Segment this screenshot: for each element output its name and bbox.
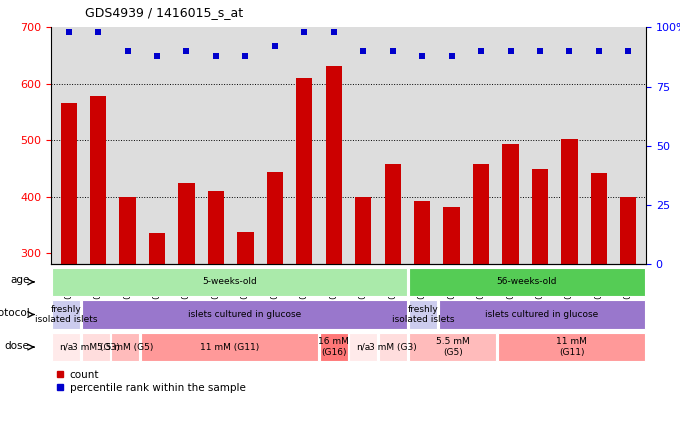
Bar [385, 164, 401, 264]
Bar [498, 333, 645, 361]
Bar [414, 201, 430, 264]
Bar [267, 173, 283, 264]
Text: 11 mM (G11): 11 mM (G11) [200, 343, 259, 352]
Text: freshly
isolated islets: freshly isolated islets [35, 305, 97, 324]
Point [475, 48, 486, 55]
Bar [149, 233, 165, 264]
Bar [52, 300, 80, 329]
Bar [409, 333, 496, 361]
Text: 5.5 mM (G5): 5.5 mM (G5) [97, 343, 154, 352]
Bar [52, 333, 80, 361]
Point [358, 48, 369, 55]
Text: n/a: n/a [356, 343, 371, 352]
Point [122, 48, 133, 55]
Bar [237, 232, 254, 264]
Bar [61, 102, 77, 264]
Bar [90, 96, 106, 264]
Bar [82, 333, 109, 361]
Legend: count, percentile rank within the sample: count, percentile rank within the sample [56, 370, 245, 393]
Bar [82, 300, 407, 329]
Point [211, 52, 222, 59]
Text: 5.5 mM
(G5): 5.5 mM (G5) [436, 338, 469, 357]
Point [299, 29, 310, 36]
Text: GDS4939 / 1416015_s_at: GDS4939 / 1416015_s_at [85, 6, 243, 19]
Point [446, 52, 457, 59]
Bar [532, 169, 548, 264]
Point [92, 29, 103, 36]
Point [152, 52, 163, 59]
Text: n/a: n/a [58, 343, 73, 352]
Bar [350, 333, 377, 361]
Bar [620, 197, 636, 264]
Point [594, 48, 605, 55]
Bar [296, 78, 312, 264]
Text: islets cultured in glucose: islets cultured in glucose [486, 310, 598, 319]
Text: 3 mM (G3): 3 mM (G3) [72, 343, 120, 352]
Bar [591, 173, 607, 264]
Bar [120, 197, 136, 264]
Point [534, 48, 545, 55]
Bar [439, 300, 645, 329]
Point [387, 48, 398, 55]
Text: age: age [10, 275, 30, 286]
Bar [409, 268, 645, 296]
Bar [379, 333, 407, 361]
Point [269, 43, 280, 50]
Bar [112, 333, 139, 361]
Point [63, 29, 74, 36]
Bar [326, 66, 342, 264]
Point [564, 48, 575, 55]
Point [623, 48, 634, 55]
Bar [473, 164, 489, 264]
Point [240, 52, 251, 59]
Text: islets cultured in glucose: islets cultured in glucose [188, 310, 301, 319]
Text: protocol: protocol [0, 308, 30, 318]
Text: 5-weeks-old: 5-weeks-old [202, 277, 257, 286]
Text: 56-weeks-old: 56-weeks-old [497, 277, 557, 286]
Text: 16 mM
(G16): 16 mM (G16) [318, 338, 349, 357]
Bar [52, 268, 407, 296]
Text: 11 mM
(G11): 11 mM (G11) [556, 338, 587, 357]
Bar [141, 333, 318, 361]
Bar [178, 183, 194, 264]
Bar [320, 333, 347, 361]
Text: 3 mM (G3): 3 mM (G3) [369, 343, 417, 352]
Bar [208, 191, 224, 264]
Point [328, 29, 339, 36]
Point [417, 52, 428, 59]
Point [181, 48, 192, 55]
Text: freshly
isolated islets: freshly isolated islets [392, 305, 454, 324]
Point [505, 48, 516, 55]
Text: dose: dose [5, 341, 30, 351]
Bar [443, 207, 460, 264]
Bar [355, 197, 371, 264]
Bar [561, 139, 577, 264]
Bar [409, 300, 437, 329]
Bar [503, 144, 519, 264]
